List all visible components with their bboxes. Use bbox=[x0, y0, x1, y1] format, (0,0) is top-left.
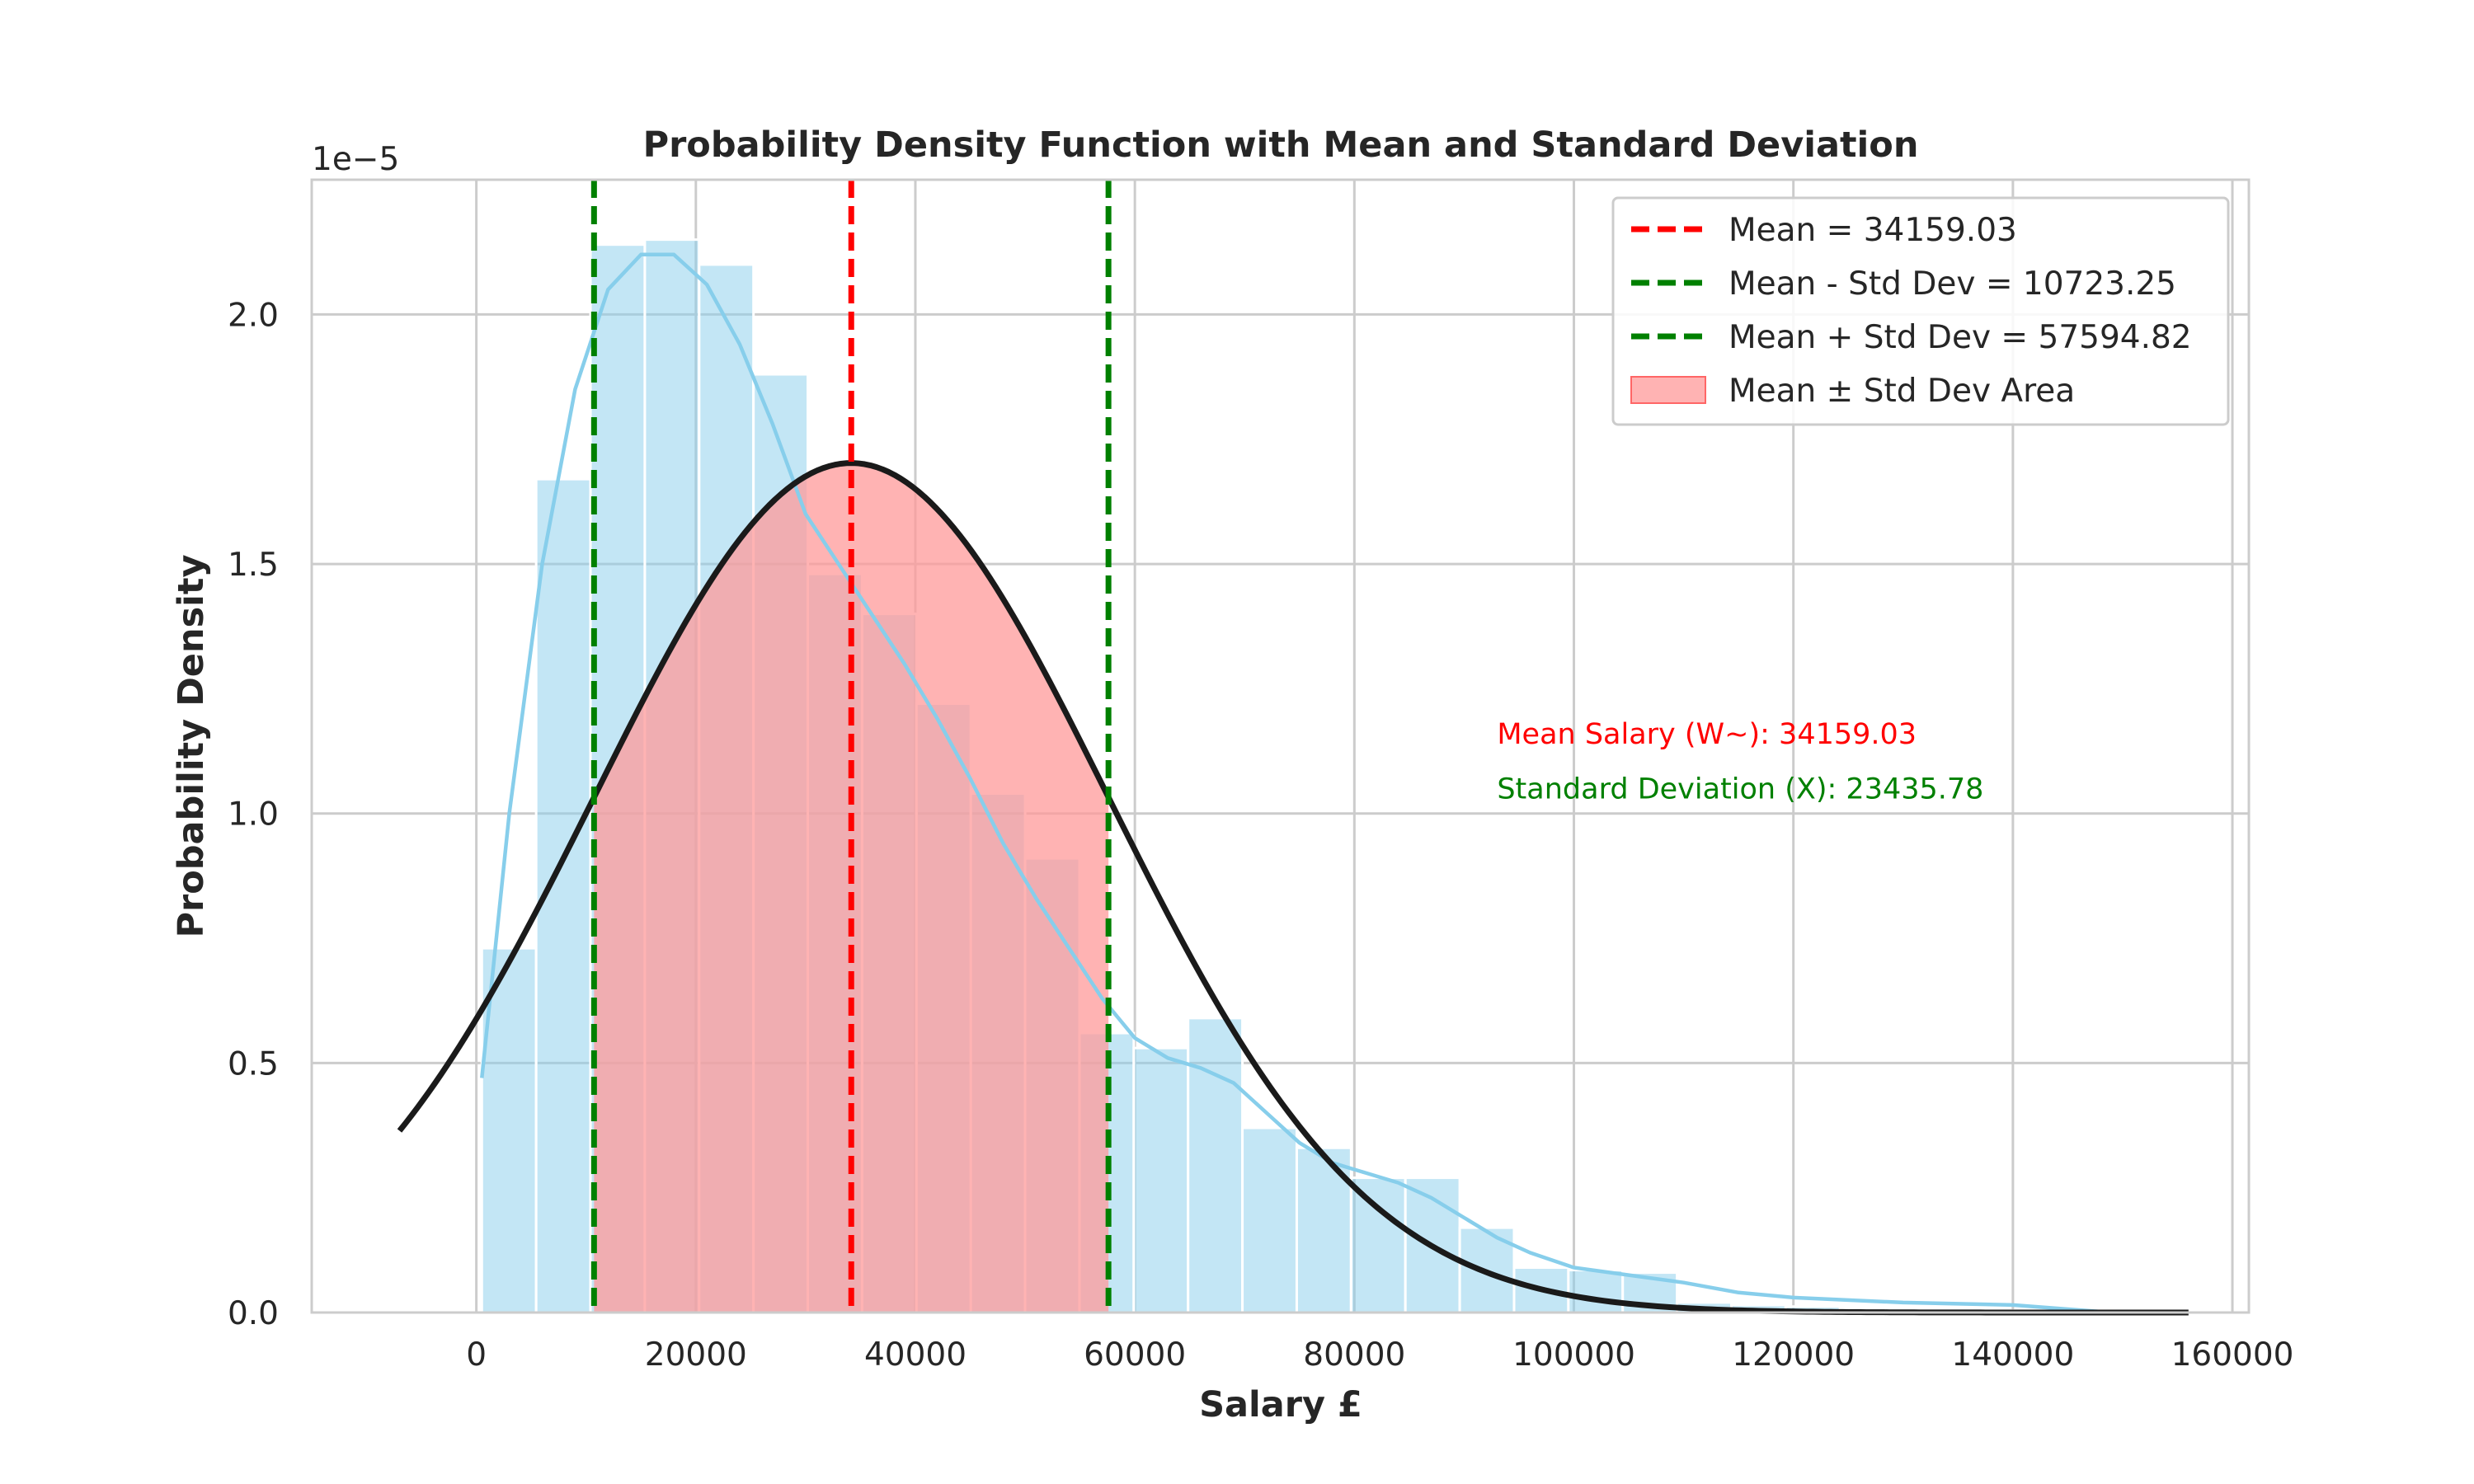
histogram-bar bbox=[1188, 1018, 1243, 1313]
y-tick-label: 2.0 bbox=[228, 297, 279, 334]
annotation-text: Mean Salary (W~): 34159.03 bbox=[1497, 718, 1917, 751]
y-tick-label: 1.5 bbox=[228, 547, 279, 584]
x-tick-label: 80000 bbox=[1303, 1336, 1405, 1374]
x-tick-label: 100000 bbox=[1512, 1336, 1635, 1374]
y-tick-label: 0.5 bbox=[228, 1045, 279, 1082]
legend-label: Mean + Std Dev = 57594.82 bbox=[1729, 319, 2192, 356]
chart-title: Probability Density Function with Mean a… bbox=[643, 124, 1919, 166]
x-tick-label: 60000 bbox=[1084, 1336, 1186, 1374]
legend-swatch-patch bbox=[1631, 377, 1705, 403]
y-tick-label: 0.0 bbox=[228, 1295, 279, 1332]
histogram-bar bbox=[1351, 1178, 1405, 1313]
legend-label: Mean - Std Dev = 10723.25 bbox=[1729, 265, 2176, 303]
x-tick-label: 120000 bbox=[1732, 1336, 1855, 1374]
x-tick-label: 40000 bbox=[864, 1336, 967, 1374]
x-tick-label: 20000 bbox=[645, 1336, 747, 1374]
histogram-bar bbox=[1134, 1048, 1188, 1313]
y-axis-label: Probability Density bbox=[171, 554, 212, 937]
x-tick-label: 160000 bbox=[2171, 1336, 2294, 1374]
x-axis-label: Salary £ bbox=[1199, 1384, 1362, 1425]
legend: Mean = 34159.03 Mean - Std Dev = 10723.25… bbox=[1613, 198, 2228, 425]
legend-label: Mean = 34159.03 bbox=[1729, 212, 2017, 249]
x-tick-label: 0 bbox=[466, 1336, 487, 1374]
y-tick-label: 1.0 bbox=[228, 796, 279, 834]
y-axis-multiplier: 1e−5 bbox=[312, 141, 399, 178]
x-tick-label: 140000 bbox=[1951, 1336, 2074, 1374]
histogram-bar bbox=[1243, 1128, 1297, 1313]
annotation-text: Standard Deviation (X): 23435.78 bbox=[1497, 773, 1983, 806]
legend-label: Mean ± Std Dev Area bbox=[1729, 373, 2075, 410]
histogram-bar bbox=[1569, 1270, 1623, 1313]
